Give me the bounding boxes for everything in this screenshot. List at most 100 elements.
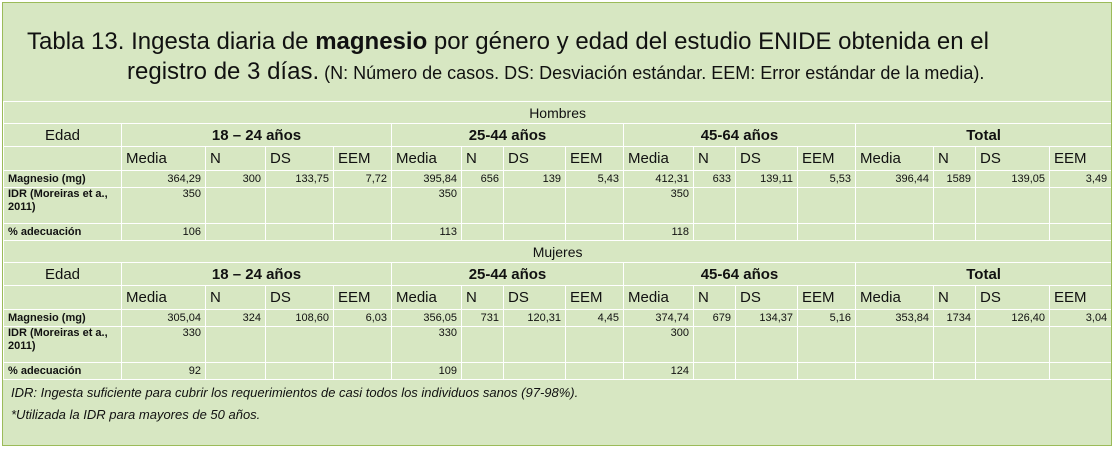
row-label: IDR (Moreiras et a., 2011) [3,187,122,224]
value-cell: 92 [121,362,206,380]
column-header: N [693,285,736,310]
row-label: IDR (Moreiras et a., 2011) [3,326,122,363]
title-line-2-main: registro de 3 días. [127,58,320,85]
magnesio-row: Magnesio (mg) 305,04 324 108,60 6,03 356,05 73… [3,309,1111,327]
column-header: N [933,285,976,310]
column-header: EEM [333,146,392,171]
note-idr: IDR: Ingesta suficiente para cubrir los … [11,385,579,400]
value-cell [855,326,934,363]
value-cell [333,187,392,224]
title-bold-term: magnesio [315,28,428,55]
adecuacion-row: % adecuación 92 109 124 [3,362,1111,380]
value-cell: 3,04 [1048,309,1111,327]
column-header: EEM [1048,285,1111,310]
value-cell [265,187,334,224]
value-cell [693,187,736,224]
column-header: EEM [333,285,392,310]
column-header: Media [391,146,462,171]
value-cell [735,187,798,224]
column-header: DS [265,285,334,310]
value-cell [461,326,504,363]
column-header: N [461,146,504,171]
value-cell [855,362,934,380]
value-cell: 350 [623,187,694,224]
empty-cell [3,285,122,310]
table-title: Tabla 13. Ingesta diaria de magnesio por… [3,3,1111,101]
value-cell [461,223,504,241]
value-cell: 1734 [933,309,976,327]
value-cell: 106 [121,223,206,241]
section-title: Mujeres [3,240,1111,263]
value-cell [333,326,392,363]
value-cell: 633 [693,170,736,188]
title-suffix: por género y edad del estudio ENIDE obte… [427,28,989,55]
column-header: Media [391,285,462,310]
age-group-header: 45-64 años [623,123,856,147]
value-cell [735,223,798,241]
value-cell: 133,75 [265,170,334,188]
value-cell [797,326,856,363]
title-legend: (N: Número de casos. DS: Desviación está… [319,63,985,83]
value-cell [265,362,334,380]
column-header: DS [503,285,566,310]
value-cell: 656 [461,170,504,188]
value-cell: 353,84 [855,309,934,327]
value-cell: 679 [693,309,736,327]
column-header: N [205,146,266,171]
section-row: Mujeres [3,240,1111,263]
value-cell [503,187,566,224]
value-cell [205,187,266,224]
value-cell: 330 [391,326,462,363]
value-cell [265,326,334,363]
value-cell [205,223,266,241]
age-group-header: 18 – 24 años [121,123,392,147]
value-cell: 396,44 [855,170,934,188]
value-cell: 7,72 [333,170,392,188]
value-cell [933,187,976,224]
notes: IDR: Ingesta suficiente para cubrir los … [3,380,1111,426]
value-cell [503,223,566,241]
value-cell: 330 [121,326,206,363]
column-header: DS [975,285,1050,310]
column-header: DS [265,146,334,171]
value-cell: 324 [205,309,266,327]
row-label: Magnesio (mg) [3,309,122,327]
value-cell: 5,16 [797,309,856,327]
age-group-header: 25-44 años [391,123,624,147]
value-cell [1048,223,1111,241]
value-cell [975,326,1050,363]
value-cell: 126,40 [975,309,1050,327]
value-cell: 305,04 [121,309,206,327]
value-cell: 1589 [933,170,976,188]
column-header: DS [975,146,1050,171]
adecuacion-row: % adecuación 106 113 118 [3,223,1111,241]
value-cell [975,187,1050,224]
value-cell [333,362,392,380]
value-cell [205,362,266,380]
value-cell [461,362,504,380]
section-row: Hombres [3,101,1111,124]
value-cell: 350 [121,187,206,224]
value-cell [565,326,624,363]
value-cell [735,326,798,363]
value-cell: 374,74 [623,309,694,327]
column-header: EEM [565,146,624,171]
magnesium-table: Hombres Edad 18 – 24 años 25-44 años 45-64 a… [3,101,1111,380]
value-cell [855,223,934,241]
value-cell: 412,31 [623,170,694,188]
table-body: Hombres Edad 18 – 24 años 25-44 años 45-64 a… [3,101,1111,380]
value-cell [265,223,334,241]
value-cell [975,223,1050,241]
value-cell: 395,84 [391,170,462,188]
column-header: N [461,285,504,310]
title-line-2: registro de 3 días. (N: Número de casos.… [127,57,1111,88]
idr-row: IDR (Moreiras et a., 2011) 330 330 300 [3,326,1111,363]
column-header: EEM [565,285,624,310]
column-header: Media [121,285,206,310]
value-cell [1048,362,1111,380]
value-cell: 124 [623,362,694,380]
value-cell: 134,37 [735,309,798,327]
note-asterisk: *Utilizada la IDR para mayores de 50 año… [11,407,261,422]
age-group-header: 18 – 24 años [121,262,392,286]
column-header: EEM [797,146,856,171]
